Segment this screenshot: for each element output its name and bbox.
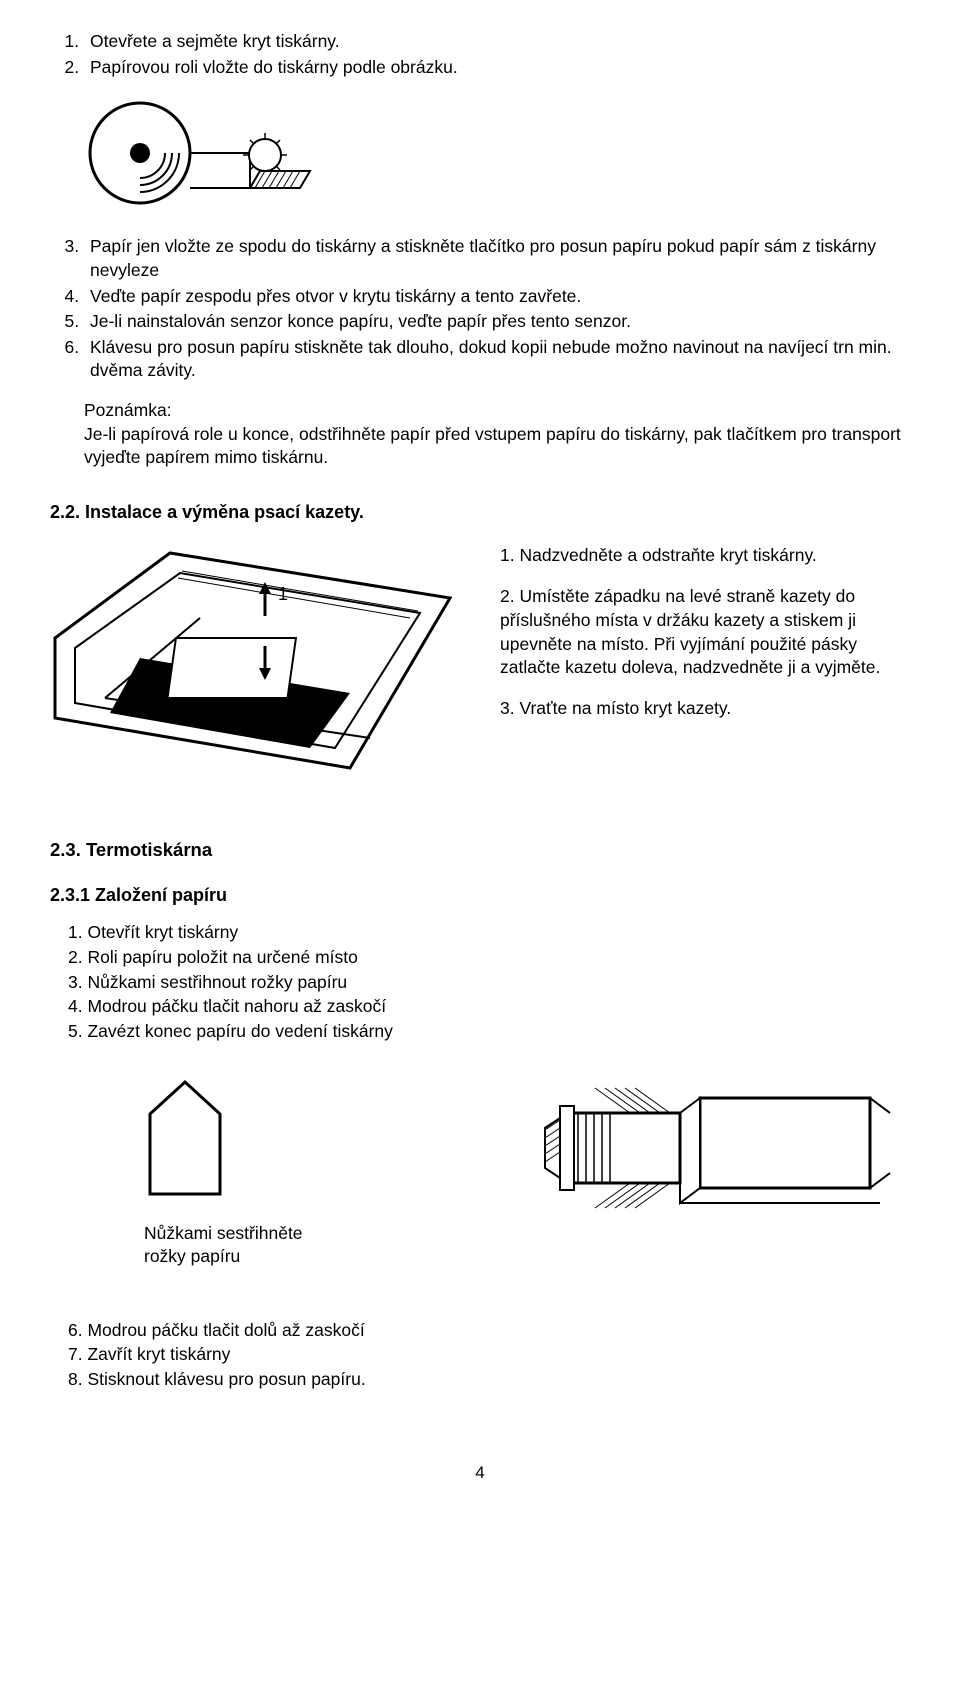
paper-shape-with-label: Nůžkami sestřihněte rožky papíru [130, 1074, 350, 1269]
section-2-2-row: 1 1. Nadzvedněte a odstraňte kryt tiskár… [50, 538, 910, 778]
section-2-2-steps: 1. Nadzvedněte a odstraňte kryt tiskárny… [500, 538, 910, 738]
s231-a-3: 3. Nůžkami sestřihnout rožky papíru [68, 971, 910, 995]
s231-a-5: 5. Zavézt konec papíru do vedení tiskárn… [68, 1020, 910, 1044]
sec22-step-2: 2. Umístěte západku na levé straně kazet… [500, 585, 910, 680]
section-2-2-title: 2.2. Instalace a výměna psací kazety. [50, 500, 910, 524]
cassette-svg: 1 [50, 538, 460, 778]
paper-hint-text: Nůžkami sestřihněte rožky papíru [144, 1222, 304, 1269]
main-step-5: Je-li nainstalován senzor konce papíru, … [84, 310, 910, 334]
thermo-printer-svg [500, 1058, 900, 1238]
section-2-3-title: 2.3. Termotiskárna [50, 838, 910, 863]
sec22-step-1: 1. Nadzvedněte a odstraňte kryt tiskárny… [500, 544, 910, 568]
note-text: Je-li papírová role u konce, odstřihněte… [84, 424, 901, 468]
figure-cassette: 1 [50, 538, 460, 778]
note-label: Poznámka: [84, 400, 172, 420]
paper-shape-svg [130, 1074, 240, 1204]
s231-a-1: 1. Otevřít kryt tiskárny [68, 921, 910, 945]
section-2-3-1-title: 2.3.1 Založení papíru [50, 883, 910, 907]
svg-text:1: 1 [278, 584, 288, 604]
paper-shape-block: Nůžkami sestřihněte rožky papíru [50, 1058, 350, 1279]
sec22-step-3: 3. Vraťte na místo kryt kazety. [500, 697, 910, 721]
s231-a-2: 2. Roli papíru položit na určené místo [68, 946, 910, 970]
s231-b-8: 8. Stisknout klávesu pro posun papíru. [68, 1368, 910, 1392]
main-steps-list: Papír jen vložte ze spodu do tiskárny a … [50, 235, 910, 383]
figure-paper-roll [50, 93, 910, 213]
section-2-3-1-steps-b: 6. Modrou páčku tlačit dolů až zaskočí 7… [68, 1319, 910, 1392]
note-block: Poznámka: Je-li papírová role u konce, o… [84, 399, 910, 470]
top-step-1: Otevřete a sejměte kryt tiskárny. [84, 30, 910, 54]
top-step-2: Papírovou roli vložte do tiskárny podle … [84, 56, 910, 80]
main-step-3: Papír jen vložte ze spodu do tiskárny a … [84, 235, 910, 282]
s231-a-4: 4. Modrou páčku tlačit nahoru až zaskočí [68, 995, 910, 1019]
main-step-6: Klávesu pro posun papíru stiskněte tak d… [84, 336, 910, 383]
paper-roll-svg [50, 93, 350, 213]
page-number: 4 [50, 1462, 910, 1485]
thermo-figures-row: Nůžkami sestřihněte rožky papíru [50, 1058, 910, 1279]
figure-thermo-printer [410, 1058, 910, 1245]
section-2-3-1-steps-a: 1. Otevřít kryt tiskárny 2. Roli papíru … [68, 921, 910, 1043]
s231-b-6: 6. Modrou páčku tlačit dolů až zaskočí [68, 1319, 910, 1343]
top-steps-list: Otevřete a sejměte kryt tiskárny. Papíro… [50, 30, 910, 79]
s231-b-7: 7. Zavřít kryt tiskárny [68, 1343, 910, 1367]
main-step-4: Veďte papír zespodu přes otvor v krytu t… [84, 285, 910, 309]
